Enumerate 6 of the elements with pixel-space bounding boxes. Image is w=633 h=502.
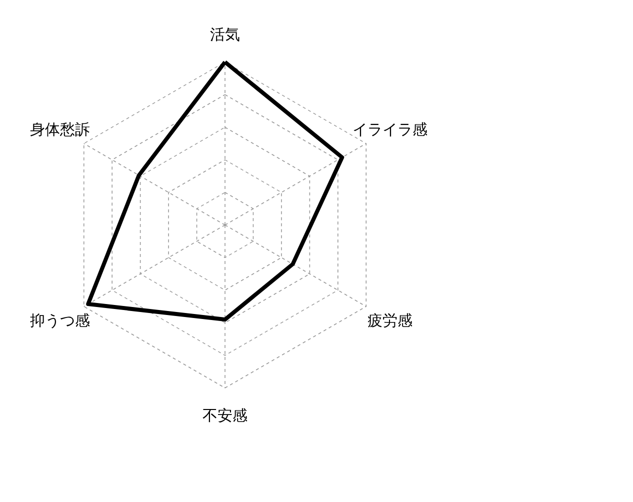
spoke-label: 疲労感	[368, 311, 413, 330]
spoke-label: 身体愁訴	[30, 120, 90, 139]
spoke-label: イライラ感	[352, 120, 428, 139]
spoke-label: 活気	[210, 25, 240, 44]
spoke-label: 抑うつ感	[30, 311, 90, 330]
spoke-label: 不安感	[202, 406, 248, 425]
